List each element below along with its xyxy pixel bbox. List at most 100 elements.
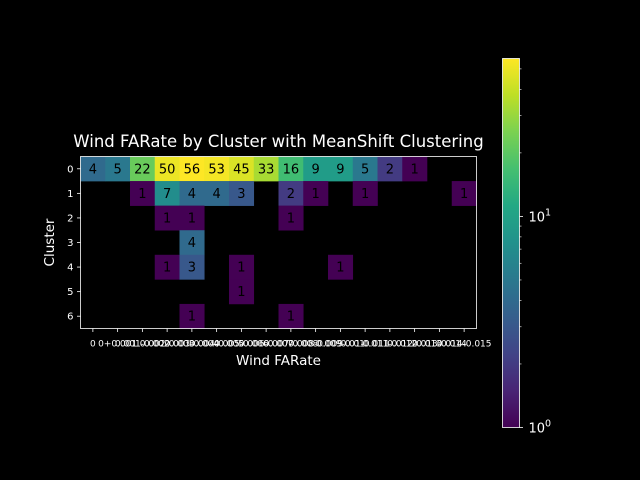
x-tick-label: 0	[90, 340, 96, 350]
heatmap-cell	[229, 181, 255, 206]
x-tick-label: 0.007-0.008	[263, 340, 318, 350]
cell-value-label: 56	[184, 162, 201, 177]
heatmap-cell	[402, 156, 428, 182]
heatmap-cell	[179, 181, 205, 206]
chart-title: Wind FARate by Cluster with MeanShift Cl…	[73, 132, 483, 151]
cell-value-label: 50	[159, 162, 176, 177]
y-tick-label: 4	[67, 263, 73, 274]
cell-value-label: 1	[287, 211, 295, 226]
cell-value-label: 3	[237, 187, 245, 202]
heatmap-cell	[154, 254, 180, 280]
x-axis-label: Wind FARate	[236, 353, 321, 369]
x-tick-label: 0.011-0.012	[362, 340, 417, 350]
heatmap-cell	[204, 156, 230, 182]
cell-value-label: 1	[188, 211, 196, 226]
x-tick-label: 0.01-0.011	[341, 340, 390, 350]
x-tick-label: 0.002-0.003	[140, 340, 195, 350]
cell-value-label: 1	[237, 285, 245, 300]
heatmap-cell	[253, 156, 279, 182]
cell-value-label: 3	[188, 261, 196, 276]
cell-value-label: 1	[163, 211, 171, 226]
cell-value-label: 4	[212, 187, 220, 202]
cell-value-label: 1	[138, 187, 146, 202]
y-tick-label: 3	[67, 238, 73, 249]
heatmap-cell	[278, 303, 304, 329]
cell-value-label: 5	[113, 162, 121, 177]
heatmap-cell	[278, 205, 304, 231]
cell-value-label: 4	[89, 162, 97, 177]
heatmap-cell	[278, 181, 304, 206]
x-tick-label: 0.003-0.004	[164, 340, 219, 350]
y-tick-label: 6	[67, 312, 73, 323]
heatmap-cell	[105, 156, 131, 182]
y-tick-label: 1	[67, 189, 73, 200]
cell-value-label: 1	[361, 187, 369, 202]
heatmap-cell	[204, 181, 230, 206]
heatmap-cell	[179, 156, 205, 182]
cell-value-label: 1	[311, 187, 319, 202]
heatmap-cell	[377, 156, 403, 182]
cell-value-label: 1	[336, 261, 344, 276]
heatmap-cell	[130, 181, 156, 206]
heatmap-cell	[154, 181, 180, 206]
x-tick-label: 0.013-0.014	[412, 340, 467, 350]
y-tick-label: 0	[67, 164, 73, 175]
heatmap-cell	[229, 156, 255, 182]
cell-value-label: 1	[287, 310, 295, 325]
x-tick-label: 0.009-0.01	[316, 340, 365, 350]
heatmap-cell	[179, 205, 205, 231]
colorbar: 100 101	[502, 58, 552, 437]
heatmap-cell	[328, 156, 354, 182]
cell-value-label: 45	[233, 162, 250, 177]
cell-value-label: 9	[336, 162, 344, 177]
x-tick-label: 0+0.001	[98, 340, 137, 350]
x-tick-label: 0.012-0.013	[387, 340, 442, 350]
heatmap-cells: 4 5 22 50 56 53 45 33 16 9 9 5 2 11 7 4 4 3 2 1 1 11 1 141 3 1 111…	[80, 156, 477, 329]
cell-value-label: 4	[188, 236, 196, 251]
cell-value-label: 7	[163, 187, 171, 202]
x-tick-label: 0.005-0.006	[214, 340, 269, 350]
cell-value-label: 1	[237, 261, 245, 276]
heatmap-cell	[179, 230, 205, 256]
cell-value-label: 4	[188, 187, 196, 202]
colorbar-gradient	[502, 58, 520, 428]
y-axis-ticks: 0 1 2 3 4 5 6	[67, 164, 81, 323]
cell-value-label: 1	[460, 187, 468, 202]
y-axis-label: Cluster	[42, 218, 58, 266]
heatmap-cell	[154, 156, 180, 182]
x-tick-label: 0.008-0.009	[288, 340, 343, 350]
heatmap-cell	[229, 279, 255, 305]
colorbar-ticks: 100 101	[519, 68, 552, 437]
x-tick-label: 0.006-0.007	[239, 340, 294, 350]
heatmap-cell	[278, 156, 304, 182]
x-axis-ticks: 0 0+0.0010.001-0.0020.002-0.0030.003-0.00…	[90, 328, 492, 350]
heatmap-cell	[352, 181, 378, 206]
heatmap-cell	[451, 181, 477, 206]
heatmap-cell	[229, 254, 255, 280]
x-tick-label: 0.014-0.015	[437, 340, 492, 350]
cell-value-label: 9	[311, 162, 319, 177]
cell-value-label: 16	[283, 162, 300, 177]
heatmap-cell	[154, 205, 180, 231]
cell-value-label: 1	[410, 162, 418, 177]
heatmap-cell	[352, 156, 378, 182]
heatmap-cell	[328, 254, 354, 280]
heatmap-cell	[179, 303, 205, 329]
heatmap-cell	[303, 156, 329, 182]
x-tick-label: 0.001-0.002	[115, 340, 170, 350]
y-tick-label: 5	[67, 287, 73, 298]
colorbar-tick-label: 101	[529, 207, 552, 225]
cell-value-label: 1	[163, 261, 171, 276]
y-tick-label: 2	[67, 213, 73, 224]
cell-value-label: 2	[287, 187, 295, 202]
heatmap-cell	[179, 254, 205, 280]
heatmap-cell	[303, 181, 329, 206]
heatmap-cell	[80, 156, 106, 182]
cell-value-label: 53	[208, 162, 225, 177]
x-tick-label: 0.004-0.005	[189, 340, 244, 350]
heatmap-cell	[130, 156, 156, 182]
cell-value-label: 2	[386, 162, 394, 177]
cell-value-label: 33	[258, 162, 275, 177]
